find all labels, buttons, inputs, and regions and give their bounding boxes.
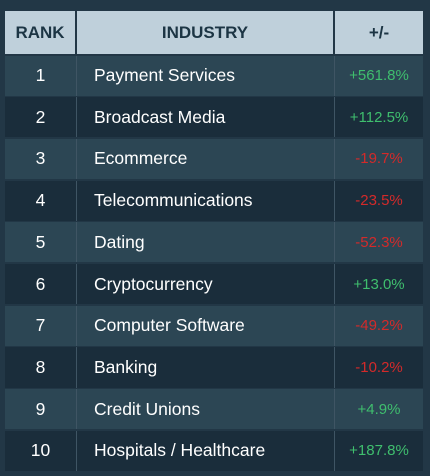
table-row: 1 Payment Services +561.8% — [5, 55, 423, 96]
rank-cell: 10 — [5, 430, 77, 471]
rank-cell: 1 — [5, 55, 77, 96]
rank-cell: 2 — [5, 97, 77, 138]
industry-cell: Dating — [77, 222, 335, 263]
table-header: RANK INDUSTRY +/- — [5, 11, 423, 54]
table-row: 8 Banking -10.2% — [5, 347, 423, 388]
change-cell: +4.9% — [335, 389, 423, 430]
rank-cell: 3 — [5, 138, 77, 180]
table-row: 4 Telecommunications -23.5% — [5, 180, 423, 221]
industry-cell: Broadcast Media — [77, 97, 335, 138]
change-cell: -10.2% — [335, 347, 423, 388]
rank-cell: 6 — [5, 263, 77, 305]
table-row: 7 Computer Software -49.2% — [5, 305, 423, 346]
header-rank: RANK — [5, 11, 77, 54]
industry-cell: Hospitals / Healthcare — [77, 430, 335, 471]
table-row: 9 Credit Unions +4.9% — [5, 389, 423, 430]
change-cell: +187.8% — [335, 430, 423, 471]
header-change: +/- — [335, 11, 423, 54]
change-cell: +13.0% — [335, 263, 423, 305]
change-cell: +561.8% — [335, 55, 423, 96]
table-row: 5 Dating -52.3% — [5, 222, 423, 263]
industry-ranking-table: RANK INDUSTRY +/- 1 Payment Services +56… — [5, 11, 423, 471]
table-row: 6 Cryptocurrency +13.0% — [5, 263, 423, 305]
change-cell: -49.2% — [335, 305, 423, 346]
table-row: 2 Broadcast Media +112.5% — [5, 97, 423, 138]
rank-cell: 8 — [5, 347, 77, 388]
rank-cell: 4 — [5, 180, 77, 221]
rank-cell: 5 — [5, 222, 77, 263]
industry-cell: Telecommunications — [77, 180, 335, 221]
change-cell: +112.5% — [335, 97, 423, 138]
rank-cell: 9 — [5, 389, 77, 430]
table-row: 3 Ecommerce -19.7% — [5, 138, 423, 180]
rank-cell: 7 — [5, 305, 77, 346]
header-industry: INDUSTRY — [77, 11, 335, 54]
change-cell: -52.3% — [335, 222, 423, 263]
industry-cell: Banking — [77, 347, 335, 388]
industry-cell: Credit Unions — [77, 389, 335, 430]
table-row: 10 Hospitals / Healthcare +187.8% — [5, 430, 423, 471]
industry-cell: Computer Software — [77, 305, 335, 346]
change-cell: -23.5% — [335, 180, 423, 221]
change-cell: -19.7% — [335, 138, 423, 180]
industry-cell: Payment Services — [77, 55, 335, 96]
industry-cell: Cryptocurrency — [77, 263, 335, 305]
industry-cell: Ecommerce — [77, 138, 335, 180]
